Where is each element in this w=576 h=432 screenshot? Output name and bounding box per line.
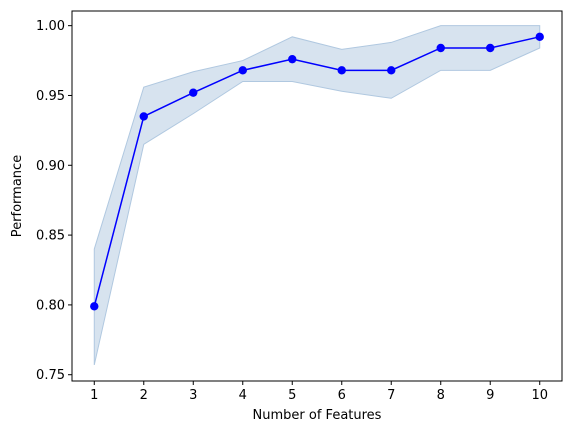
x-tick-label: 2 bbox=[140, 388, 148, 403]
y-tick-label: 0.85 bbox=[36, 229, 65, 244]
x-axis-label: Number of Features bbox=[253, 408, 382, 423]
series-line-layer bbox=[93, 36, 540, 307]
data-point bbox=[535, 32, 544, 42]
data-point bbox=[238, 66, 247, 75]
y-tick-label: 0.95 bbox=[36, 89, 65, 104]
x-tick-label: 6 bbox=[338, 388, 346, 403]
y-axis-label: Performance bbox=[10, 155, 25, 237]
x-axis-ticks: 1 2 3 4 5 6 7 8 9 10 bbox=[90, 381, 548, 403]
series-marker-layer bbox=[90, 32, 544, 311]
y-tick-label: 1.00 bbox=[36, 19, 65, 34]
data-point bbox=[288, 54, 297, 64]
y-tick-label: 0.90 bbox=[36, 159, 65, 174]
data-point bbox=[486, 43, 495, 53]
plot-frame bbox=[71, 10, 563, 382]
y-tick-label: 0.80 bbox=[36, 298, 65, 313]
x-tick-label: 9 bbox=[486, 388, 494, 403]
y-tick-label: 0.75 bbox=[36, 368, 65, 383]
confidence-band bbox=[93, 25, 541, 366]
x-tick-label: 10 bbox=[531, 388, 548, 403]
data-point bbox=[337, 66, 346, 75]
x-tick-label: 4 bbox=[239, 388, 247, 403]
data-point bbox=[189, 88, 198, 97]
x-tick-label: 8 bbox=[437, 388, 445, 403]
data-point bbox=[139, 112, 148, 121]
data-point bbox=[387, 66, 396, 75]
x-tick-label: 7 bbox=[387, 388, 395, 403]
x-tick-label: 3 bbox=[189, 388, 197, 403]
y-axis-ticks: 0.75 0.80 0.85 0.90 0.95 1.00 bbox=[36, 19, 72, 383]
x-tick-label: 5 bbox=[288, 388, 296, 403]
data-point bbox=[90, 302, 99, 311]
x-tick-label: 1 bbox=[90, 388, 98, 403]
data-point bbox=[436, 43, 445, 53]
confidence-band-layer bbox=[93, 25, 541, 366]
series-line bbox=[93, 36, 540, 307]
